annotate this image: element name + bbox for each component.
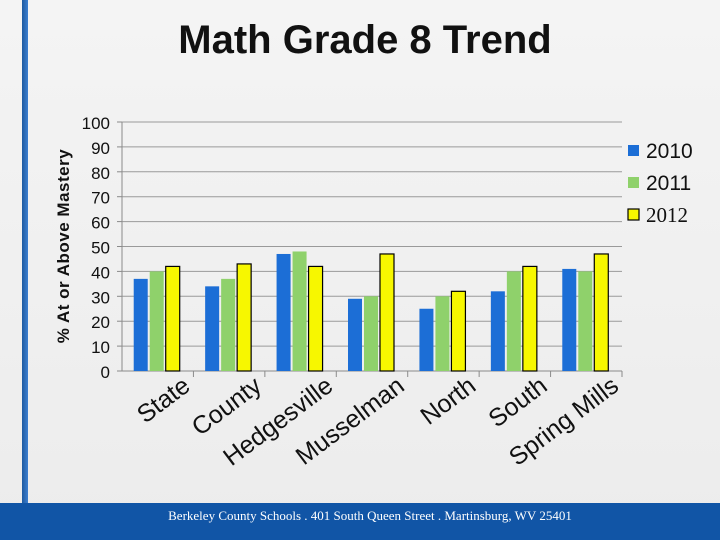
- bar: [435, 296, 450, 371]
- bar: [205, 286, 220, 371]
- page-title: Math Grade 8 Trend: [178, 18, 552, 62]
- bar: [221, 278, 236, 371]
- footer-text: Berkeley County Schools . 401 South Quee…: [168, 508, 572, 523]
- bar: [364, 296, 378, 371]
- bar: [593, 253, 609, 372]
- footer-bar: [0, 503, 720, 540]
- bar: [348, 298, 362, 371]
- legend-label: 2012: [646, 203, 688, 227]
- bar: [578, 271, 593, 371]
- y-tick-label: 30: [91, 288, 110, 307]
- legend-label: 2010: [646, 140, 693, 163]
- bar: [236, 263, 252, 372]
- legend-swatch: [628, 145, 639, 156]
- bar: [379, 253, 395, 372]
- bar: [419, 308, 434, 371]
- y-tick-label: 20: [91, 313, 110, 332]
- x-tick-label: North: [415, 371, 481, 430]
- legend-swatch: [628, 177, 639, 188]
- bar: [276, 253, 291, 371]
- bar: [149, 271, 164, 371]
- y-tick-label: 70: [91, 189, 110, 208]
- y-tick-label: 10: [91, 338, 110, 357]
- y-tick-label: 0: [101, 363, 110, 382]
- bar: [292, 251, 307, 371]
- bar: [562, 268, 577, 371]
- bar: [133, 278, 148, 371]
- bar: [522, 265, 538, 372]
- bar-chart: 0102030405060708090100StateCountyHedgesv…: [82, 114, 693, 472]
- legend-swatch: [627, 208, 640, 221]
- bar: [490, 291, 505, 371]
- y-tick-label: 80: [91, 164, 110, 183]
- bar: [165, 265, 181, 372]
- x-tick-label: State: [132, 371, 195, 428]
- y-tick-label: 90: [91, 139, 110, 158]
- bar: [307, 265, 324, 372]
- y-tick-label: 40: [91, 263, 110, 282]
- legend-label: 2011: [646, 172, 691, 195]
- y-tick-label: 60: [91, 214, 110, 233]
- bar: [506, 271, 521, 371]
- accent-bar: [22, 0, 28, 540]
- y-tick-label: 100: [82, 114, 110, 133]
- y-tick-label: 50: [91, 239, 110, 258]
- bar: [450, 290, 467, 372]
